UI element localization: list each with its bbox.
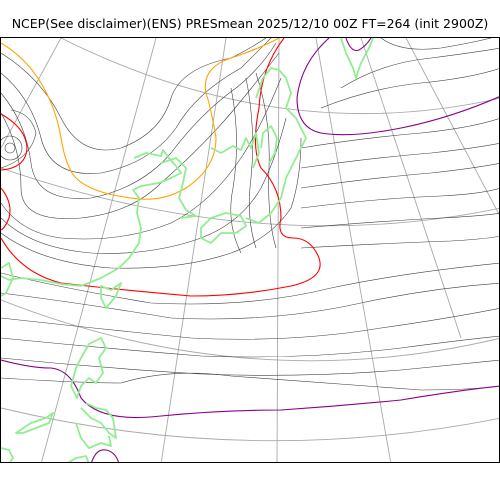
contour-purple-bottom xyxy=(91,449,119,462)
coastline-iceland xyxy=(200,212,247,244)
map-panel xyxy=(0,37,500,463)
coastline-europe xyxy=(210,132,260,169)
contour-red-edge xyxy=(1,187,11,231)
coastline-uk xyxy=(100,282,122,309)
coastline-scandinavia-west xyxy=(245,67,307,224)
coastline-svalbard xyxy=(340,38,374,79)
coastline-south xyxy=(67,455,90,462)
coastline-greenland xyxy=(1,149,182,287)
coastline-labrador xyxy=(15,412,54,434)
coastline-greenland-east xyxy=(160,157,197,219)
contour-orange xyxy=(1,38,280,200)
coastline-maritimes xyxy=(80,402,117,439)
contour-red-upper xyxy=(1,38,321,297)
contour-purple-south xyxy=(1,359,499,419)
coastline-scandinavia xyxy=(260,125,278,164)
contour-purple-ne xyxy=(345,38,372,52)
coastline-maine xyxy=(75,422,112,449)
coastline-newfoundland xyxy=(70,337,107,399)
contour-red-left xyxy=(1,113,28,171)
contour-purple-north xyxy=(296,38,499,136)
coastline-southwest xyxy=(1,447,14,462)
pressure-map xyxy=(1,38,499,462)
coastline-canada-east xyxy=(1,262,14,297)
graticule xyxy=(1,38,499,462)
isobars xyxy=(1,38,499,391)
coastlines xyxy=(1,38,374,462)
map-title: NCEP(See disclaimer)(ENS) PRESmean 2025/… xyxy=(11,16,489,31)
